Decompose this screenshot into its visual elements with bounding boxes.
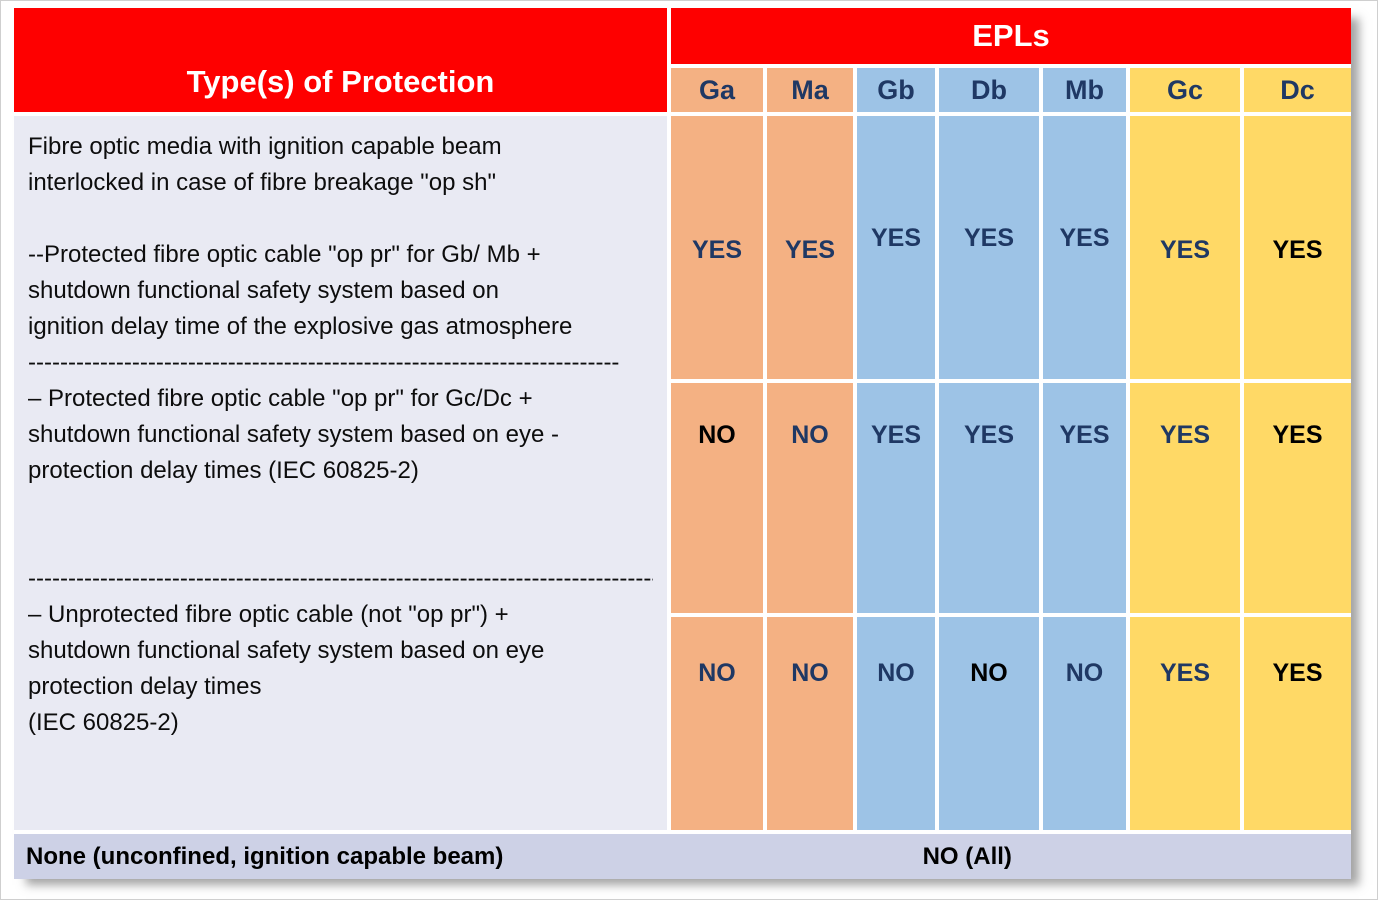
cell-db-row1: YES bbox=[939, 116, 1039, 379]
cell-mb-row1: YES bbox=[1043, 116, 1126, 379]
protection-text-line: protection delay times bbox=[28, 673, 262, 700]
protection-text-line: shutdown functional safety system based … bbox=[28, 421, 559, 448]
protection-text-line: ----------------------------------------… bbox=[28, 349, 620, 376]
column-header-mb: Mb bbox=[1043, 68, 1126, 112]
cell-ga-row1: YES bbox=[671, 116, 763, 379]
cell-db-row3: NO bbox=[939, 617, 1039, 830]
protection-text-line: Fibre optic media with ignition capable … bbox=[28, 133, 502, 160]
cell-gc-row1: YES bbox=[1130, 116, 1240, 379]
epls-header: EPLs bbox=[671, 8, 1351, 64]
footer-label: None (unconfined, ignition capable beam) bbox=[26, 842, 504, 870]
epls-title: EPLs bbox=[972, 18, 1050, 53]
column-header-ma: Ma bbox=[767, 68, 853, 112]
footer-row: None (unconfined, ignition capable beam)… bbox=[14, 834, 1351, 879]
cell-dc-row1: YES bbox=[1244, 116, 1351, 379]
cell-gb-row1: YES bbox=[857, 116, 935, 379]
footer-value: NO (All) bbox=[922, 842, 1012, 870]
cell-gc-row3: YES bbox=[1130, 617, 1240, 830]
cell-ma-row3: NO bbox=[767, 617, 853, 830]
cell-ma-row1: YES bbox=[767, 116, 853, 379]
column-header-gb: Gb bbox=[857, 68, 935, 112]
cell-mb-row3: NO bbox=[1043, 617, 1126, 830]
protection-text-line bbox=[28, 489, 653, 525]
protection-text-line: (IEC 60825-2) bbox=[28, 709, 179, 736]
protection-text-line bbox=[28, 525, 653, 561]
cell-mb-row2: YES bbox=[1043, 383, 1126, 613]
protection-text-line: – Unprotected fibre optic cable (not "op… bbox=[28, 601, 509, 628]
cell-ma-row2: NO bbox=[767, 383, 853, 613]
cell-ga-row3: NO bbox=[671, 617, 763, 830]
cell-gb-row3: NO bbox=[857, 617, 935, 830]
column-header-ga: Ga bbox=[671, 68, 763, 112]
cell-dc-row3: YES bbox=[1244, 617, 1351, 830]
protection-text-line: shutdown functional safety system based … bbox=[28, 637, 545, 664]
protection-text-line: ignition delay time of the explosive gas… bbox=[28, 313, 573, 340]
type-of-protection-title: Type(s) of Protection bbox=[186, 64, 495, 99]
cell-gc-row2: YES bbox=[1130, 383, 1240, 613]
column-header-dc: Dc bbox=[1244, 68, 1351, 112]
protection-text-line: interlocked in case of fibre breakage "o… bbox=[28, 169, 496, 196]
cell-ga-row2: NO bbox=[671, 383, 763, 613]
cell-gb-row2: YES bbox=[857, 383, 935, 613]
protection-text-line: shutdown functional safety system based … bbox=[28, 277, 499, 304]
column-header-db: Db bbox=[939, 68, 1039, 112]
protection-text-line: protection delay times (IEC 60825-2) bbox=[28, 457, 419, 484]
type-of-protection-header: Type(s) of Protection bbox=[14, 8, 667, 112]
cell-db-row2: YES bbox=[939, 383, 1039, 613]
protection-text-line: – Protected fibre optic cable "op pr" fo… bbox=[28, 385, 533, 412]
protection-description-panel: Fibre optic media with ignition capable … bbox=[14, 116, 667, 830]
protection-text-line: ----------------------------------------… bbox=[28, 565, 653, 592]
protection-text-line: --Protected fibre optic cable "op pr" fo… bbox=[28, 241, 541, 268]
protection-text-line bbox=[28, 201, 653, 237]
protection-epl-table: Type(s) of Protection EPLs Fibre optic m… bbox=[14, 8, 1351, 879]
column-header-gc: Gc bbox=[1130, 68, 1240, 112]
cell-dc-row2: YES bbox=[1244, 383, 1351, 613]
